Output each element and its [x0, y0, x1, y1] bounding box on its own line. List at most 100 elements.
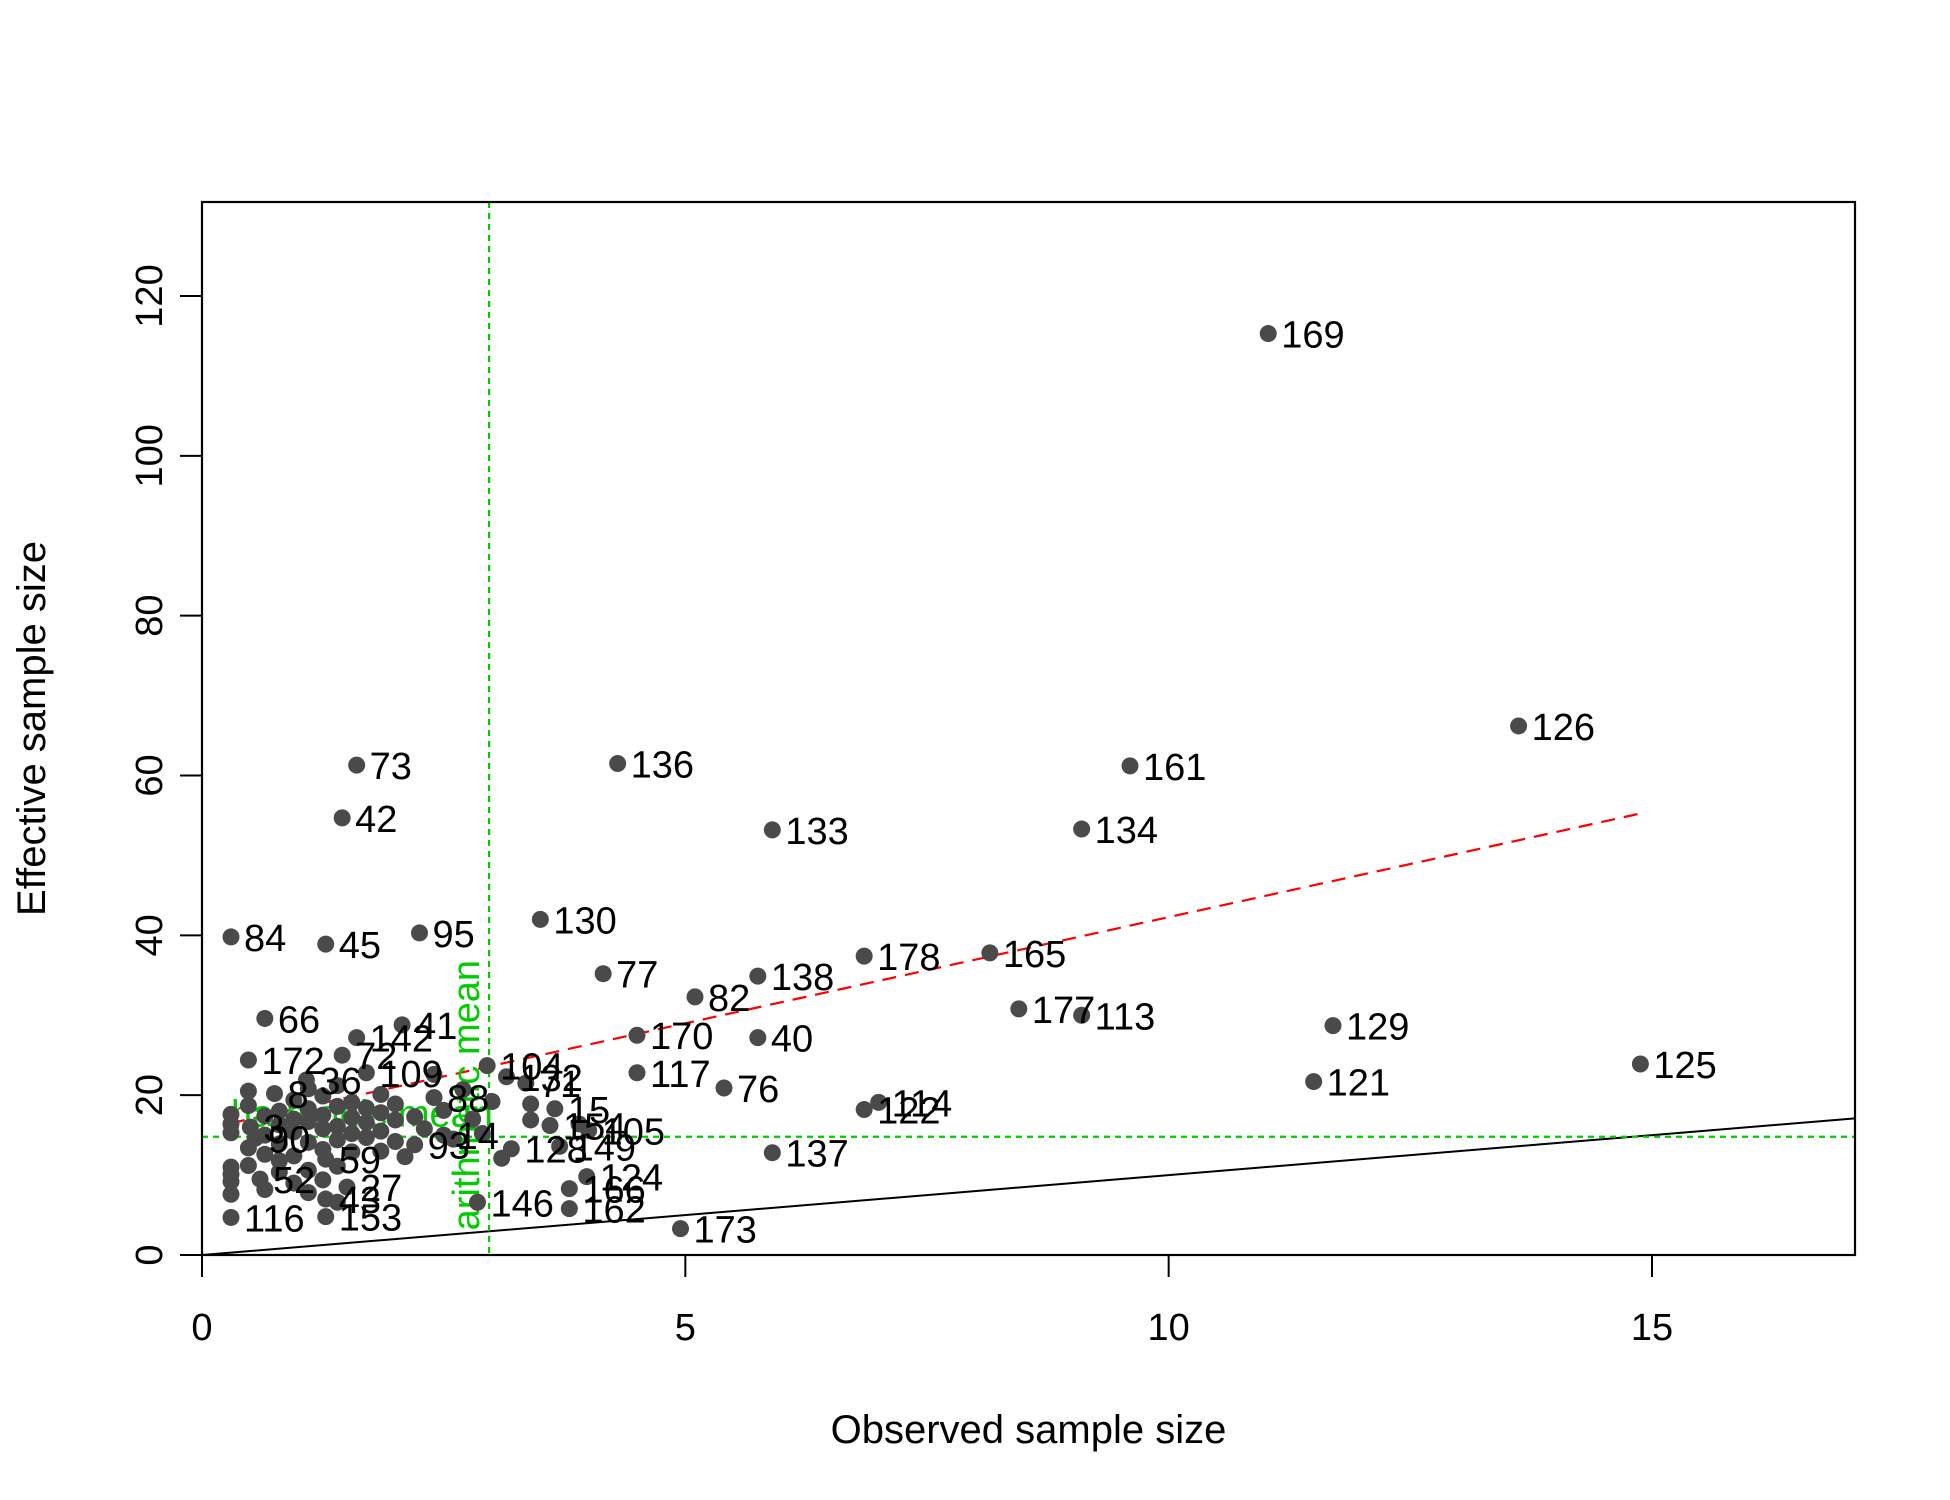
data-point	[357, 1129, 375, 1147]
point-label-52: 52	[273, 1160, 315, 1202]
data-point-43	[317, 1190, 335, 1208]
point-label-88: 88	[447, 1079, 489, 1121]
y-axis-title: Effective sample size	[10, 541, 54, 916]
point-label-15: 15	[568, 1090, 610, 1132]
x-tick-label: 15	[1631, 1307, 1673, 1349]
data-point-95	[411, 924, 428, 942]
data-point-154	[541, 1117, 559, 1135]
x-axis-title: Observed sample size	[831, 1408, 1227, 1452]
data-point	[522, 1111, 540, 1129]
data-point	[285, 1110, 303, 1128]
data-point	[343, 1109, 361, 1127]
y-tick-label: 100	[129, 424, 171, 487]
data-point-72	[333, 1046, 351, 1064]
y-tick-label: 80	[129, 595, 171, 637]
data-point	[328, 1077, 346, 1095]
data-point	[343, 1143, 361, 1161]
data-point-177	[1010, 1000, 1028, 1018]
y-axis-ticks: 0 20 40 60 80 100 120	[129, 264, 202, 1266]
data-point-116	[222, 1208, 240, 1226]
data-point-165	[981, 944, 999, 962]
data-point	[328, 1097, 346, 1115]
data-point-169	[1259, 325, 1277, 343]
data-point	[299, 1161, 317, 1179]
point-label-166: 166	[582, 1170, 645, 1212]
data-point-40	[749, 1029, 767, 1047]
data-point-113	[1073, 1006, 1091, 1024]
data-point	[314, 1171, 332, 1189]
data-point	[372, 1104, 390, 1122]
point-label-113: 113	[1095, 996, 1156, 1038]
data-point-84	[222, 928, 240, 946]
data-point-125	[1631, 1055, 1649, 1073]
data-point	[285, 1123, 303, 1141]
data-point-71	[517, 1074, 535, 1092]
point-label-161: 161	[1143, 747, 1206, 789]
point-label-122: 122	[877, 1091, 940, 1133]
data-point	[372, 1122, 390, 1140]
data-points	[222, 325, 1649, 1238]
data-point	[239, 1097, 257, 1115]
point-label-173: 173	[694, 1210, 757, 1252]
data-point-76	[715, 1079, 733, 1097]
data-point	[343, 1125, 361, 1143]
point-label-42: 42	[355, 799, 397, 841]
data-point	[483, 1093, 501, 1111]
data-point	[454, 1081, 472, 1099]
data-point-59	[317, 1150, 335, 1168]
point-label-72: 72	[355, 1036, 397, 1078]
data-point	[285, 1147, 303, 1165]
x-tick-label: 10	[1148, 1307, 1190, 1349]
data-point	[372, 1085, 390, 1103]
data-point	[522, 1095, 540, 1113]
data-point	[328, 1131, 346, 1149]
data-point-153	[317, 1208, 335, 1226]
data-point-labels: 169 126 73 136 161 42 133 134 130 84 95 45 178 165 77 1…	[244, 315, 1717, 1252]
point-label-170: 170	[650, 1016, 713, 1058]
point-label-125: 125	[1653, 1045, 1716, 1087]
y-tick-label: 40	[129, 914, 171, 956]
data-point	[299, 1184, 317, 1202]
point-label-126: 126	[1532, 707, 1595, 749]
point-label-76: 76	[737, 1069, 779, 1111]
point-label-14: 14	[457, 1116, 499, 1158]
data-point-149	[551, 1137, 569, 1155]
point-label-124: 124	[600, 1158, 663, 1200]
data-point-8	[266, 1085, 283, 1103]
point-label-84: 84	[244, 918, 286, 960]
point-label-153: 153	[339, 1198, 402, 1240]
point-label-142: 142	[370, 1019, 433, 1061]
point-label-117: 117	[650, 1054, 711, 1096]
point-label-132: 132	[520, 1058, 583, 1100]
point-label-146: 146	[491, 1183, 554, 1225]
data-point	[435, 1101, 453, 1119]
data-point	[473, 1125, 491, 1143]
data-point	[425, 1065, 443, 1083]
data-point	[270, 1135, 288, 1153]
point-label-109: 109	[379, 1054, 442, 1096]
data-point	[314, 1087, 332, 1105]
data-point	[299, 1100, 317, 1118]
trend-line	[230, 811, 1643, 1125]
data-point-133	[763, 821, 781, 839]
point-label-116: 116	[244, 1198, 305, 1240]
point-label-93: 93	[428, 1126, 470, 1168]
point-label-41: 41	[415, 1006, 457, 1048]
point-label-82: 82	[708, 978, 750, 1020]
data-point-88	[425, 1089, 443, 1107]
point-label-133: 133	[785, 811, 848, 853]
point-label-36: 36	[319, 1061, 361, 1103]
data-point-73	[348, 756, 366, 774]
point-label-178: 178	[877, 937, 940, 979]
data-point	[270, 1163, 288, 1181]
data-point	[299, 1113, 317, 1131]
point-label-114: 114	[892, 1083, 953, 1125]
point-label-162: 162	[582, 1190, 645, 1232]
data-point-105	[580, 1121, 598, 1139]
point-label-136: 136	[631, 745, 694, 787]
data-point	[299, 1133, 317, 1151]
data-point	[372, 1142, 390, 1160]
point-label-172: 172	[261, 1041, 324, 1083]
data-point-146	[469, 1193, 486, 1211]
point-label-134: 134	[1095, 810, 1158, 852]
